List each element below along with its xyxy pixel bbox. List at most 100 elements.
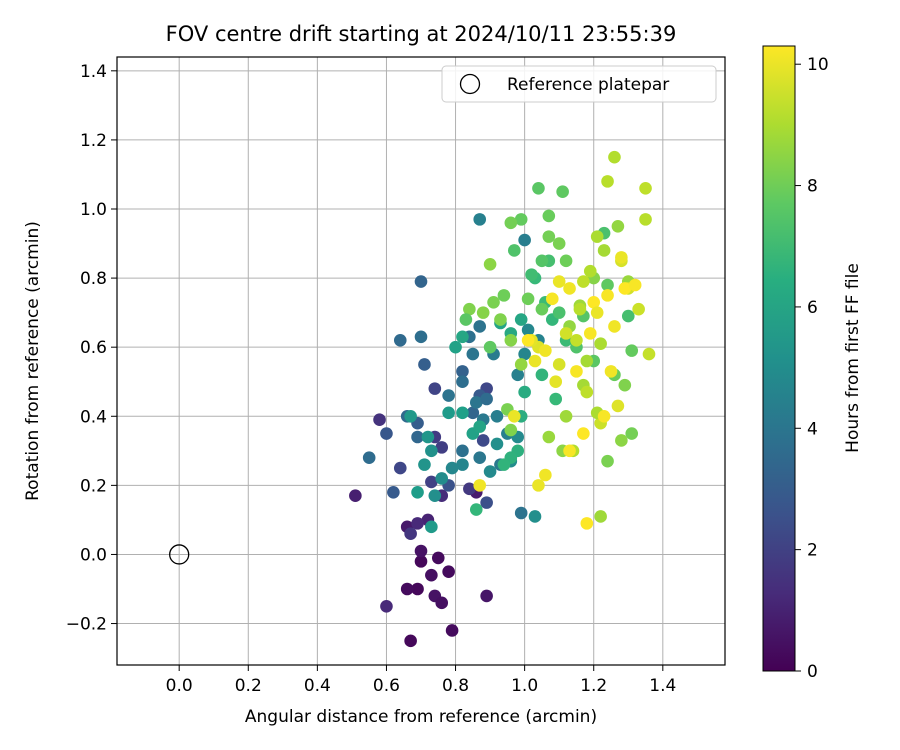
data-point [428,382,442,395]
data-point [435,441,449,454]
data-point [435,472,449,485]
data-point [601,454,614,468]
data-point [469,503,483,516]
y-tick-label: 1.2 [80,131,107,151]
data-point [476,434,490,447]
data-point [597,409,611,423]
x-axis-label: Angular distance from reference (arcmin) [245,707,597,727]
data-point [507,409,521,423]
data-point [556,185,569,199]
data-point [601,278,614,292]
data-point [473,451,487,465]
data-point [456,406,469,420]
data-point [542,209,556,223]
data-point [583,327,597,340]
y-tick-label: 0.8 [80,269,107,289]
x-tick-label: 0.0 [166,676,193,696]
data-point [587,295,601,309]
data-point [411,582,424,596]
data-point [618,282,632,295]
data-point [362,451,376,465]
x-tick-label: 0.4 [304,676,331,696]
data-point [608,150,621,164]
data-point [483,257,497,271]
data-point [380,599,393,613]
y-tick-label: 0.6 [80,338,107,358]
data-point [625,427,639,440]
data-point [559,327,573,340]
data-point [577,427,590,440]
data-point [404,527,417,541]
data-point [473,213,487,226]
data-point [414,555,428,568]
data-point [535,302,549,316]
colorbar-gradient [762,45,796,672]
data-point [552,237,566,250]
data-point [521,292,535,306]
data-point [611,399,625,413]
data-point [535,368,549,382]
data-point [545,292,559,306]
data-point [518,347,531,361]
data-point [542,230,556,243]
data-point [445,461,459,475]
data-point [563,444,576,458]
data-point [456,375,469,389]
data-point [511,368,525,382]
data-point [514,506,528,520]
data-point [490,437,504,451]
colorbar-ticks: 0 2 4 6 8 10 [795,55,829,682]
data-point [480,392,493,406]
data-point [601,175,614,188]
data-point [483,340,497,354]
data-point [463,302,476,316]
colorbar: 0 2 4 6 8 10 Hours from first FF file [762,45,863,682]
data-point [411,485,424,499]
data-point [404,634,417,648]
data-point [521,333,535,347]
data-point [552,358,566,371]
data-point [615,251,628,264]
colorbar-tick-label: 0 [807,662,818,682]
data-point [504,216,518,230]
data-point [414,275,428,288]
data-point [570,365,583,378]
data-point [425,568,438,582]
data-point [604,365,618,378]
data-point [487,295,500,309]
data-point [421,430,435,444]
reference-platepar-marker [169,544,190,565]
colorbar-tick-label: 4 [807,419,818,439]
data-point [590,306,604,319]
data-point [570,333,583,347]
data-point [608,320,621,333]
data-point [639,181,652,195]
data-point [597,244,611,257]
data-point [445,624,459,637]
data-point [514,213,528,226]
data-point [577,275,590,288]
data-point [497,458,511,471]
x-tick-label: 0.2 [235,676,262,696]
data-point [428,489,442,503]
data-point [456,365,469,378]
data-point [393,461,407,475]
data-point [507,244,521,257]
data-point [473,320,487,333]
data-point [411,517,424,530]
data-point [521,323,535,337]
colorbar-tick-label: 2 [807,541,818,561]
x-axis-ticks: 0.0 0.2 0.4 0.6 0.8 1.0 1.2 1.4 [166,665,676,696]
reference-layer [169,544,190,565]
data-point [504,333,518,347]
y-axis-ticks: −0.2 0.0 0.2 0.4 0.6 0.8 1.0 1.2 1.4 [66,62,117,635]
data-point [469,396,483,409]
legend-box [441,65,717,103]
legend: Reference platepar [441,65,717,103]
data-point [414,544,428,558]
data-point [549,375,563,389]
data-point [528,510,542,523]
data-point [435,596,449,610]
data-point [594,510,607,523]
